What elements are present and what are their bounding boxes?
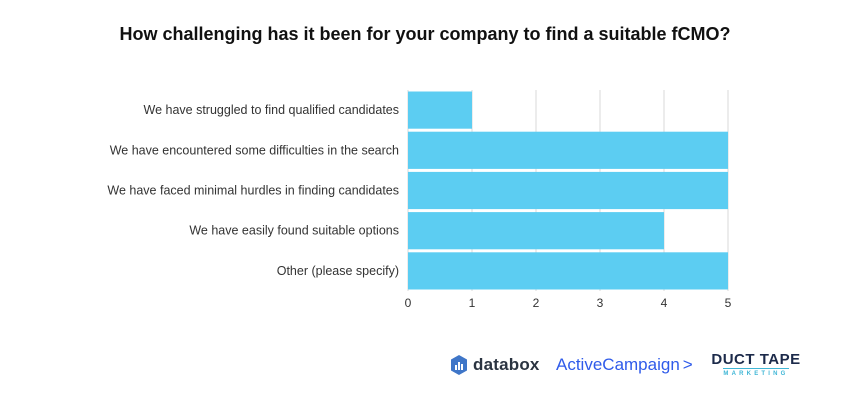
logo-strip: databox ActiveCampaign > DUCT TAPE MARKE… [450, 350, 810, 380]
bar [408, 252, 728, 290]
duct-tape-logo-text: DUCT TAPE [711, 351, 801, 368]
x-tick-label: 0 [405, 296, 412, 310]
category-label: We have encountered some difficulties in… [110, 143, 399, 157]
x-tick-label: 5 [725, 296, 732, 310]
bar [408, 131, 728, 169]
category-label: Other (please specify) [277, 264, 399, 278]
x-tick-label: 4 [661, 296, 668, 310]
x-tick-label: 1 [469, 296, 476, 310]
x-tick-label: 3 [597, 296, 604, 310]
activecampaign-chevron-icon: > [682, 355, 693, 374]
category-label: We have faced minimal hurdles in finding… [107, 184, 399, 198]
databox-logo-text: databox [473, 355, 540, 374]
bar [408, 171, 728, 210]
chart-title: How challenging has it been for your com… [119, 24, 731, 44]
bar-chart: We have struggled to find qualified cand… [107, 90, 732, 310]
databox-logo: databox [450, 350, 540, 380]
bar [408, 212, 664, 250]
marketing-logo-text: MARKETING [723, 368, 789, 378]
databox-icon [451, 355, 467, 375]
bar [408, 91, 472, 129]
category-label: We have struggled to find qualified cand… [144, 103, 400, 117]
activecampaign-logo: ActiveCampaign > [556, 350, 693, 380]
category-label: We have easily found suitable options [189, 224, 399, 238]
activecampaign-logo-text: ActiveCampaign [556, 355, 680, 374]
duct-tape-marketing-logo: DUCT TAPE MARKETING [710, 350, 802, 380]
x-tick-label: 2 [533, 296, 540, 310]
